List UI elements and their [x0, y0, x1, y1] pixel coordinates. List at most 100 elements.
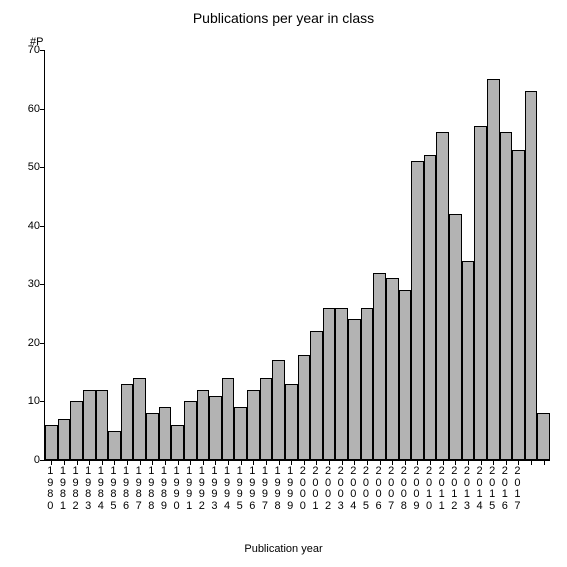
bar [247, 390, 260, 460]
bar [133, 378, 146, 460]
x-tick [531, 460, 532, 465]
x-tick-label: 2 0 1 6 [500, 466, 510, 512]
bar [474, 126, 487, 460]
bar [361, 308, 374, 460]
x-tick-label: 2 0 0 2 [323, 466, 333, 512]
y-tick [40, 109, 45, 110]
publications-bar-chart: Publications per year in class #P Public… [0, 0, 567, 567]
x-tick-label: 2 0 0 8 [399, 466, 409, 512]
bar [373, 273, 386, 460]
bar [146, 413, 159, 460]
x-tick-label: 1 9 8 2 [71, 466, 81, 512]
x-tick-label: 2 0 1 4 [475, 466, 485, 512]
x-tick-label: 1 9 8 9 [159, 466, 169, 512]
bar [184, 401, 197, 460]
x-tick-label: 1 9 9 0 [172, 466, 182, 512]
y-tick [40, 167, 45, 168]
x-tick-label: 1 9 8 0 [45, 466, 55, 512]
x-tick-label: 1 9 9 9 [285, 466, 295, 512]
y-tick-label: 70 [28, 44, 40, 56]
x-tick-label: 2 0 1 3 [462, 466, 472, 512]
y-tick-label: 0 [34, 454, 40, 466]
x-tick-label: 1 9 9 1 [184, 466, 194, 512]
bar [537, 413, 550, 460]
bar [436, 132, 449, 460]
bar [348, 319, 361, 460]
bar [70, 401, 83, 460]
x-tick-label: 1 9 8 6 [121, 466, 131, 512]
x-tick-label: 1 9 8 3 [83, 466, 93, 512]
bar [83, 390, 96, 460]
x-tick-label: 1 9 9 4 [222, 466, 232, 512]
x-tick-label: 2 0 0 5 [361, 466, 371, 512]
y-tick [40, 460, 45, 461]
bar [108, 431, 121, 460]
bar [323, 308, 336, 460]
x-tick-label: 2 0 0 0 [298, 466, 308, 512]
x-tick-label: 1 9 9 7 [260, 466, 270, 512]
plot-area [44, 50, 550, 461]
y-tick-label: 10 [28, 395, 40, 407]
bar [58, 419, 71, 460]
bar [298, 355, 311, 460]
x-tick-label: 1 9 9 3 [209, 466, 219, 512]
x-tick-label: 1 9 8 8 [146, 466, 156, 512]
chart-title: Publications per year in class [0, 10, 567, 26]
bar [386, 278, 399, 460]
x-tick-label: 2 0 0 3 [336, 466, 346, 512]
x-axis-title: Publication year [0, 543, 567, 555]
bar [96, 390, 109, 460]
x-tick [544, 460, 545, 465]
y-tick [40, 284, 45, 285]
x-tick-label: 2 0 0 7 [386, 466, 396, 512]
x-tick-label: 2 0 1 7 [512, 466, 522, 512]
x-tick-label: 2 0 0 9 [411, 466, 421, 512]
x-tick-label: 1 9 8 7 [134, 466, 144, 512]
x-tick-label: 1 9 9 2 [197, 466, 207, 512]
x-tick-label: 2 0 0 1 [310, 466, 320, 512]
bar [272, 360, 285, 460]
x-tick-label: 1 9 9 8 [273, 466, 283, 512]
x-tick-label: 2 0 1 0 [424, 466, 434, 512]
bar [310, 331, 323, 460]
x-tick-label: 1 9 8 5 [108, 466, 118, 512]
bar [449, 214, 462, 460]
y-tick-label: 40 [28, 220, 40, 232]
bar [411, 161, 424, 460]
y-tick-label: 30 [28, 278, 40, 290]
y-tick [40, 401, 45, 402]
bar [234, 407, 247, 460]
bar [512, 150, 525, 460]
bar [222, 378, 235, 460]
y-tick-label: 60 [28, 103, 40, 115]
x-tick-label: 2 0 0 6 [374, 466, 384, 512]
x-tick-label: 2 0 0 4 [348, 466, 358, 512]
bar [209, 396, 222, 460]
bar [171, 425, 184, 460]
x-tick-label: 1 9 9 5 [235, 466, 245, 512]
x-tick-label: 2 0 1 5 [487, 466, 497, 512]
x-tick-label: 1 9 8 4 [96, 466, 106, 512]
bar [335, 308, 348, 460]
bar [197, 390, 210, 460]
bar [500, 132, 513, 460]
bar [525, 91, 538, 460]
x-tick-label: 2 0 1 1 [437, 466, 447, 512]
y-tick-label: 50 [28, 161, 40, 173]
y-tick [40, 343, 45, 344]
bar [45, 425, 58, 460]
bar [260, 378, 273, 460]
x-tick-label: 2 0 1 2 [449, 466, 459, 512]
bar [121, 384, 134, 460]
y-tick-label: 20 [28, 337, 40, 349]
x-tick-label: 1 9 8 1 [58, 466, 68, 512]
bar [487, 79, 500, 460]
bar [285, 384, 298, 460]
y-tick [40, 226, 45, 227]
bar [462, 261, 475, 460]
y-tick [40, 50, 45, 51]
x-tick-label: 1 9 9 6 [247, 466, 257, 512]
bar [159, 407, 172, 460]
bar [424, 155, 437, 460]
bar [399, 290, 412, 460]
